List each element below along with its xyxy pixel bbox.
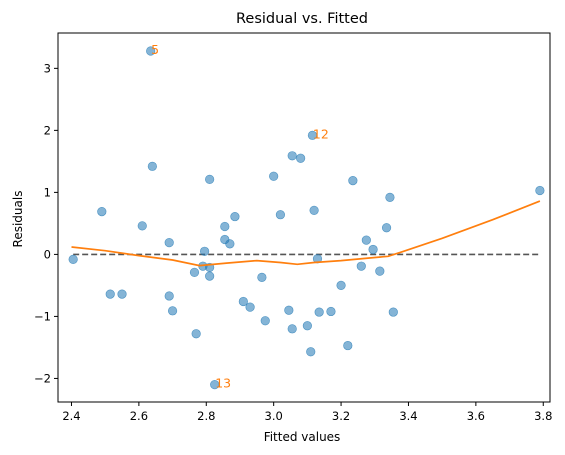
x-tick-label: 3.6	[467, 409, 485, 423]
data-point	[287, 324, 297, 334]
data-point	[269, 171, 279, 181]
point-label: 13	[215, 376, 231, 391]
data-point	[164, 238, 174, 248]
data-point	[306, 347, 316, 357]
points-layer	[68, 46, 545, 390]
data-point	[356, 261, 366, 271]
data-point	[535, 185, 545, 196]
data-point	[105, 289, 115, 299]
x-tick-label: 3.2	[332, 409, 350, 423]
axes-frame	[57, 32, 551, 403]
data-point	[257, 272, 267, 282]
point-label: 5	[151, 42, 159, 57]
data-point	[137, 221, 147, 231]
data-point	[147, 161, 157, 171]
data-point	[326, 306, 336, 317]
data-point	[307, 130, 318, 140]
data-point	[210, 380, 220, 390]
chart-title: Residual vs. Fitted	[236, 11, 368, 27]
data-point	[220, 221, 230, 232]
point-label: 12	[313, 126, 329, 141]
x-tick-label: 2.6	[130, 409, 148, 423]
data-point	[146, 46, 156, 56]
y-tick-label: 0	[44, 247, 51, 261]
y-tick-label: 3	[44, 61, 51, 75]
data-point	[368, 244, 378, 255]
data-point	[189, 267, 200, 277]
data-point	[361, 235, 371, 245]
lowess-layer	[71, 200, 541, 267]
data-point	[238, 296, 248, 307]
data-point	[375, 266, 385, 276]
data-point	[225, 239, 235, 249]
data-point	[68, 254, 78, 264]
point-labels-layer: 5 12 13	[151, 42, 329, 391]
data-point	[164, 291, 174, 301]
data-point	[245, 302, 255, 312]
data-point	[205, 174, 215, 184]
x-axis-label: Fitted values	[264, 430, 341, 444]
data-point	[348, 176, 358, 186]
data-point	[314, 307, 324, 317]
y-axis-label: Residuals	[11, 191, 25, 248]
data-point	[275, 210, 286, 220]
y-tick-label: 1	[44, 185, 51, 199]
x-axis-ticks: 2.4 2.6 2.8 3.0 3.2 3.4 3.6 3.8	[62, 402, 552, 423]
data-point	[205, 271, 215, 281]
data-point	[388, 307, 398, 317]
y-axis-ticks: −2 −1 0 1 2 3	[34, 61, 58, 385]
y-tick-label: −1	[34, 309, 51, 323]
data-point	[302, 321, 312, 331]
data-point	[385, 192, 395, 202]
data-point	[336, 280, 346, 291]
data-point	[284, 305, 294, 315]
data-point	[296, 153, 306, 163]
data-point	[167, 306, 178, 316]
plot-area: 5 12 13	[68, 42, 545, 391]
data-point	[191, 329, 201, 339]
data-point	[343, 340, 353, 351]
x-tick-label: 3.8	[534, 409, 552, 423]
x-tick-label: 2.8	[197, 409, 215, 423]
data-point	[381, 223, 392, 233]
data-point	[117, 289, 127, 299]
data-point	[287, 151, 297, 161]
lowess-line	[71, 200, 541, 267]
x-tick-label: 2.4	[62, 409, 80, 423]
data-point	[309, 205, 319, 215]
x-tick-label: 3.0	[265, 409, 283, 423]
x-tick-label: 3.4	[399, 409, 417, 423]
y-tick-label: 2	[44, 123, 51, 137]
data-point	[199, 246, 210, 256]
data-point	[230, 211, 240, 222]
data-point	[260, 316, 270, 326]
y-tick-label: −2	[34, 371, 51, 385]
data-point	[97, 207, 107, 217]
